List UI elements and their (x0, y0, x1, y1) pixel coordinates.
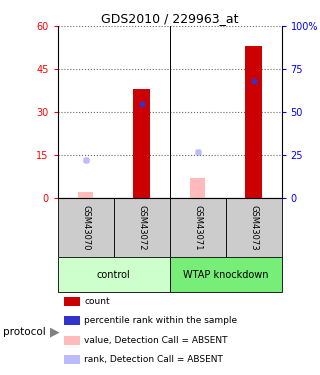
Bar (133, 89, 150, 198)
Text: GSM43071: GSM43071 (193, 205, 202, 251)
Text: ▶: ▶ (50, 326, 59, 338)
Text: percentile rank within the sample: percentile rank within the sample (84, 316, 238, 326)
Text: protocol: protocol (3, 327, 46, 337)
Text: GSM43073: GSM43073 (249, 205, 258, 251)
Bar (58, 198, 114, 257)
Text: GSM43072: GSM43072 (137, 205, 146, 251)
Bar (64, 336, 80, 345)
Bar (170, 198, 226, 257)
Text: value, Detection Call = ABSENT: value, Detection Call = ABSENT (84, 336, 228, 345)
Bar (245, 46, 262, 198)
Bar (78, 192, 93, 198)
Text: GSM43070: GSM43070 (81, 205, 90, 251)
Bar (190, 178, 205, 198)
Bar (170, 257, 282, 292)
Bar (226, 198, 282, 257)
Text: rank, Detection Call = ABSENT: rank, Detection Call = ABSENT (84, 356, 223, 364)
Bar (64, 356, 80, 364)
Bar (64, 297, 80, 306)
Text: control: control (97, 270, 131, 280)
Title: GDS2010 / 229963_at: GDS2010 / 229963_at (101, 12, 238, 25)
Bar (64, 316, 80, 326)
Bar (114, 198, 170, 257)
Bar (58, 257, 170, 292)
Text: count: count (84, 297, 110, 306)
Text: WTAP knockdown: WTAP knockdown (183, 270, 268, 280)
